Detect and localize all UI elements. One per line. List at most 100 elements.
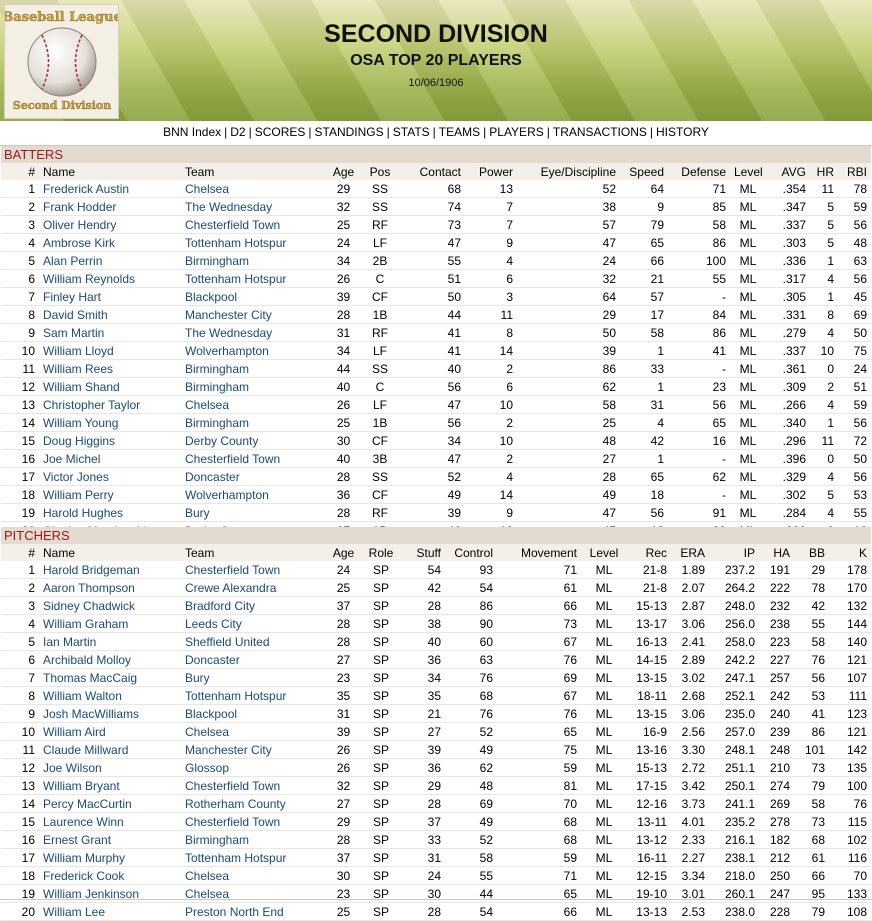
team-link[interactable]: Chesterfield Town (185, 814, 281, 829)
player-link[interactable]: Frederick Cook (43, 868, 125, 883)
nav-link-transactions[interactable]: TRANSACTIONS (552, 125, 647, 139)
player-link[interactable]: Laurence Winn (43, 814, 124, 829)
player-link[interactable]: Harold Bridgeman (43, 562, 140, 577)
player-link[interactable]: William Young (43, 415, 119, 430)
player-link[interactable]: William Graham (43, 616, 129, 631)
player-cell: Josh MacWilliams (39, 704, 181, 723)
nav-link-stats[interactable]: STATS (392, 125, 430, 139)
team-link[interactable]: Sheffield United (185, 634, 270, 649)
team-link[interactable]: Chesterfield Town (185, 778, 281, 793)
team-link[interactable]: The Wednesday (185, 199, 273, 214)
team-link[interactable]: Chelsea (185, 397, 230, 412)
player-link[interactable]: Harold Hughes (43, 505, 124, 520)
pitchers-cell: 278 (759, 812, 794, 831)
pitchers-cell: 95 (794, 884, 829, 903)
team-link[interactable]: Tottenham Hotspur (185, 850, 287, 865)
player-link[interactable]: Frederick Austin (43, 181, 130, 196)
team-link[interactable]: Chesterfield Town (185, 217, 281, 232)
team-link[interactable]: Wolverhampton (185, 487, 269, 502)
player-link[interactable]: Percy MacCurtin (43, 796, 132, 811)
nav-link-scores[interactable]: SCORES (254, 125, 306, 139)
team-link[interactable]: Chesterfield Town (185, 562, 281, 577)
team-link[interactable]: Chelsea (185, 181, 230, 196)
player-link[interactable]: William Lloyd (43, 343, 114, 358)
pitchers-cell: 3.30 (671, 740, 709, 759)
player-link[interactable]: Ambrose Kirk (43, 235, 116, 250)
player-link[interactable]: Oliver Hendry (43, 217, 117, 232)
pitchers-cell: SP (361, 776, 401, 795)
nav-link-teams[interactable]: TEAMS (438, 125, 481, 139)
player-link[interactable]: William Bryant (43, 778, 120, 793)
team-link[interactable]: Bradford City (185, 598, 256, 613)
player-link[interactable]: Aaron Thompson (43, 580, 135, 595)
nav-link-d2[interactable]: D2 (230, 125, 246, 139)
player-link[interactable]: Archibald Molloy (43, 652, 132, 667)
team-link[interactable]: Birmingham (185, 253, 250, 268)
player-link[interactable]: Sidney Chadwick (43, 598, 136, 613)
player-link[interactable]: Finley Hart (43, 289, 102, 304)
team-link[interactable]: Blackpool (185, 289, 238, 304)
team-link[interactable]: Bury (185, 505, 210, 520)
player-link[interactable]: William Aird (43, 724, 106, 739)
team-link[interactable]: Glossop (185, 760, 230, 775)
team-link[interactable]: Derby County (185, 433, 259, 448)
player-link[interactable]: William Walton (43, 688, 122, 703)
batters-cell: 65 (668, 413, 730, 432)
batters-cell: 4 (810, 467, 838, 486)
batters-cell: 47 (517, 233, 620, 252)
player-link[interactable]: Thomas MacCaig (43, 670, 138, 685)
player-link[interactable]: Frank Hodder (43, 199, 117, 214)
team-link[interactable]: Manchester City (185, 742, 272, 757)
team-link[interactable]: Birmingham (185, 361, 250, 376)
player-link[interactable]: William Murphy (43, 850, 126, 865)
player-link[interactable]: William Reynolds (43, 271, 136, 286)
player-link[interactable]: Sam Martin (43, 325, 105, 340)
batters-cell: 65 (620, 233, 668, 252)
team-link[interactable]: The Wednesday (185, 325, 273, 340)
team-link[interactable]: Birmingham (185, 832, 250, 847)
team-link[interactable]: Rotherham County (185, 796, 286, 811)
team-link[interactable]: Tottenham Hotspur (185, 271, 287, 286)
pitchers-section: PITCHERS # Name Team Age Role Stuff Control Mov… (1, 527, 871, 921)
team-link[interactable]: Chelsea (185, 724, 230, 739)
team-link[interactable]: Doncaster (185, 652, 240, 667)
batters-cell: - (668, 359, 730, 378)
team-link[interactable]: Tottenham Hotspur (185, 235, 287, 250)
team-link[interactable]: Chesterfield Town (185, 451, 281, 466)
player-link[interactable]: Alan Perrin (43, 253, 103, 268)
nav-link-bnn-index[interactable]: BNN Index (163, 125, 222, 139)
nav-link-history[interactable]: HISTORY (656, 125, 709, 139)
player-link[interactable]: David Smith (43, 307, 108, 322)
player-link[interactable]: William Jenkinson (43, 886, 140, 901)
team-link[interactable]: Tottenham Hotspur (185, 688, 287, 703)
nav-link-players[interactable]: PLAYERS (489, 125, 544, 139)
player-link[interactable]: William Rees (43, 361, 114, 376)
team-link[interactable]: Blackpool (185, 706, 238, 721)
nav-link-standings[interactable]: STANDINGS (314, 125, 384, 139)
player-link[interactable]: Joe Wilson (43, 760, 102, 775)
player-link[interactable]: Claude Millward (43, 742, 129, 757)
player-link[interactable]: William Shand (43, 379, 120, 394)
team-link[interactable]: Birmingham (185, 379, 250, 394)
player-link[interactable]: Ernest Grant (43, 832, 112, 847)
player-link[interactable]: William Lee (43, 904, 106, 919)
team-link[interactable]: Wolverhampton (185, 343, 269, 358)
team-link[interactable]: Doncaster (185, 469, 240, 484)
team-link[interactable]: Preston North End (185, 904, 284, 919)
team-link[interactable]: Crewe Alexandra (185, 580, 277, 595)
team-link[interactable]: Chelsea (185, 868, 230, 883)
player-link[interactable]: Joe Michel (43, 451, 101, 466)
team-link[interactable]: Birmingham (185, 415, 250, 430)
player-link[interactable]: Ian Martin (43, 634, 97, 649)
player-cell: Finley Hart (39, 287, 181, 306)
player-link[interactable]: Doug Higgins (43, 433, 116, 448)
team-link[interactable]: Bury (185, 670, 210, 685)
team-link[interactable]: Manchester City (185, 307, 272, 322)
team-link[interactable]: Chelsea (185, 886, 230, 901)
player-link[interactable]: Josh MacWilliams (43, 706, 140, 721)
pitchers-table: # Name Team Age Role Stuff Control Movement Leve… (1, 544, 871, 921)
player-link[interactable]: Victor Jones (43, 469, 109, 484)
player-link[interactable]: William Perry (43, 487, 114, 502)
player-link[interactable]: Christopher Taylor (43, 397, 141, 412)
team-link[interactable]: Leeds City (185, 616, 242, 631)
